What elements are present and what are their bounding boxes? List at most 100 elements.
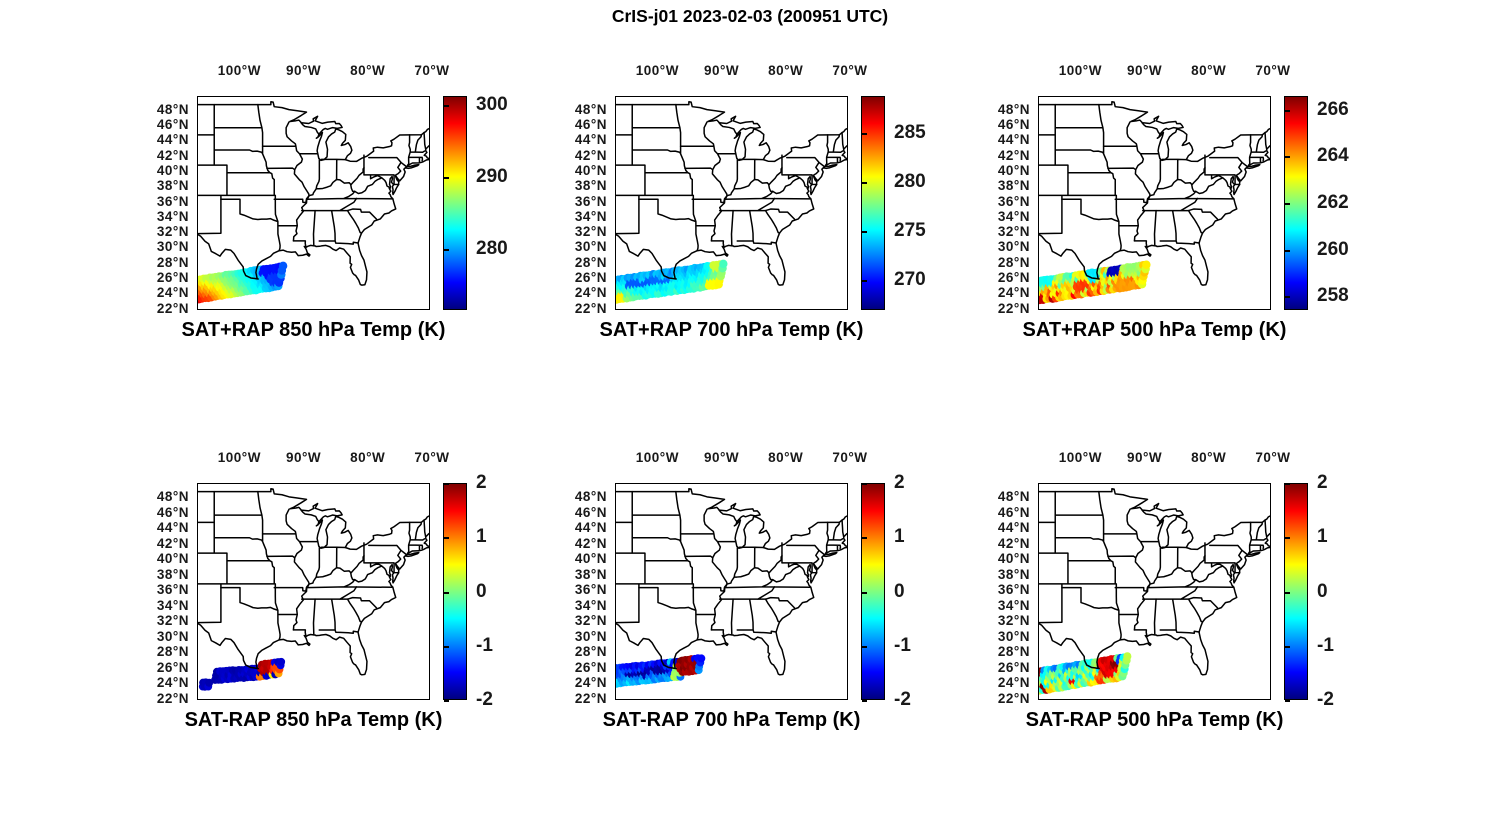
colorbar-tick-label: 264 bbox=[1317, 145, 1349, 167]
lat-tick-label: 40°N bbox=[997, 162, 1030, 178]
colorbar-tick-label: 285 bbox=[894, 122, 926, 144]
lon-tick-label: 90°W bbox=[703, 450, 740, 465]
map-plot-sat-minus-rap-700 bbox=[615, 483, 848, 700]
lat-tick-label: 24°N bbox=[997, 675, 1030, 690]
lat-tick-label: 40°N bbox=[156, 162, 189, 178]
state-outlines bbox=[198, 489, 429, 675]
lat-tick-label: 30°N bbox=[156, 239, 189, 255]
state-outlines bbox=[616, 102, 847, 285]
sounding-dot bbox=[719, 259, 728, 269]
lat-tick-label: 42°N bbox=[997, 147, 1030, 163]
colorbar-tick bbox=[1285, 483, 1290, 485]
colorbar-tick-label: -2 bbox=[476, 689, 493, 710]
lat-tick-label: 42°N bbox=[574, 535, 607, 551]
lat-tick-label: 48°N bbox=[574, 101, 607, 117]
lat-tick-label: 46°N bbox=[156, 117, 189, 133]
lon-tick-label: 90°W bbox=[285, 63, 322, 78]
lat-tick-label: 40°N bbox=[156, 551, 189, 566]
colorbar-tick-label: 290 bbox=[476, 166, 508, 188]
lat-tick-label: 28°N bbox=[997, 254, 1030, 270]
lat-tick-label: 28°N bbox=[156, 254, 189, 270]
map-plot-sat-plus-rap-700 bbox=[615, 96, 848, 310]
lat-tick-label: 48°N bbox=[156, 101, 189, 117]
lat-tick-label: 40°N bbox=[997, 551, 1030, 566]
colorbar-tick bbox=[862, 181, 867, 184]
panel-sat-minus-rap-700: 100°W 90°W 80°W 70°W 48°N 46°N 44°N 42°N 40°N 38°… bbox=[575, 450, 911, 731]
lat-tick-label: 24°N bbox=[997, 285, 1030, 301]
panel-sat-minus-rap-500: 100°W 90°W 80°W 70°W 48°N 46°N 44°N 42°N 40°N 38°… bbox=[998, 450, 1334, 731]
lat-tick-label: 38°N bbox=[997, 178, 1030, 194]
sounding-dot bbox=[697, 654, 706, 663]
colorbar-tick bbox=[862, 279, 867, 282]
lat-tick-label: 22°N bbox=[997, 690, 1030, 706]
sounding-dot bbox=[1142, 260, 1151, 270]
lat-tick-label: 30°N bbox=[156, 628, 189, 644]
swath-dots bbox=[198, 657, 286, 691]
colorbar-tick-label: 275 bbox=[894, 219, 926, 241]
panel-title-sat-plus-rap-500: SAT+RAP 500 hPa Temp (K) bbox=[1022, 319, 1287, 341]
lat-tick-label: 28°N bbox=[574, 644, 607, 659]
lat-tick-label: 36°N bbox=[156, 193, 189, 209]
colorbar-tick bbox=[1285, 156, 1290, 159]
colorbar-tick bbox=[444, 537, 449, 540]
colorbar-tick-label: 258 bbox=[1317, 285, 1349, 307]
lon-tick-label: 100°W bbox=[217, 450, 261, 465]
lat-tick-label: 30°N bbox=[997, 239, 1030, 255]
colorbar-tick-label: 270 bbox=[894, 268, 926, 290]
lat-tick-label: 44°N bbox=[156, 132, 189, 148]
panel-title-sat-plus-rap-700: SAT+RAP 700 hPa Temp (K) bbox=[599, 319, 864, 341]
lon-tick-label: 90°W bbox=[703, 63, 740, 78]
lat-tick-label: 38°N bbox=[156, 566, 189, 582]
lon-tick-label: 70°W bbox=[1255, 63, 1291, 78]
lon-tick-label: 80°W bbox=[768, 450, 804, 465]
lat-tick-label: 26°N bbox=[574, 659, 607, 675]
lat-tick-label: 40°N bbox=[574, 162, 607, 178]
map-plot-sat-plus-rap-500 bbox=[1038, 96, 1271, 310]
lat-tick-label: 42°N bbox=[156, 147, 189, 163]
colorbar-tick bbox=[862, 133, 867, 136]
colorbar-tick-label: 260 bbox=[1317, 238, 1349, 260]
colorbar-tick bbox=[862, 537, 867, 540]
lat-tick-label: 46°N bbox=[997, 504, 1030, 520]
lat-tick-label: 24°N bbox=[156, 285, 189, 301]
lon-tick-label: 90°W bbox=[1126, 450, 1163, 465]
lat-tick-label: 44°N bbox=[997, 520, 1030, 535]
state-outlines bbox=[1039, 102, 1270, 285]
colorbar-tick bbox=[444, 700, 449, 702]
swath-dots bbox=[1039, 652, 1132, 695]
lat-tick-label: 36°N bbox=[574, 582, 607, 597]
colorbar-tick bbox=[444, 105, 449, 108]
colorbar-tick-label: 262 bbox=[1317, 192, 1349, 213]
lat-tick-label: 32°N bbox=[997, 224, 1030, 240]
sounding-dot bbox=[1123, 652, 1132, 661]
swath-dots bbox=[198, 261, 288, 304]
lat-tick-label: 26°N bbox=[997, 269, 1030, 285]
lat-tick-label: 38°N bbox=[997, 566, 1030, 582]
colorbar-tick bbox=[444, 248, 449, 251]
colorbar-tick bbox=[1285, 591, 1290, 594]
lon-tick-label: 100°W bbox=[635, 63, 679, 78]
lat-tick-label: 22°N bbox=[574, 690, 607, 706]
lon-tick-label: 70°W bbox=[832, 63, 868, 78]
lon-tick-label: 100°W bbox=[635, 450, 679, 465]
colorbar-tick bbox=[444, 177, 449, 180]
lat-tick-label: 24°N bbox=[574, 285, 607, 301]
lat-tick-label: 30°N bbox=[997, 628, 1030, 644]
lat-tick-label: 44°N bbox=[574, 520, 607, 535]
lat-tick-label: 22°N bbox=[156, 300, 189, 316]
lat-tick-label: 32°N bbox=[156, 224, 189, 240]
panel-sat-minus-rap-850: 100°W 90°W 80°W 70°W 48°N 46°N 44°N 42°N 40°N 38°… bbox=[157, 450, 493, 731]
lat-tick-label: 22°N bbox=[574, 300, 607, 316]
lat-tick-label: 24°N bbox=[156, 675, 189, 690]
lon-tick-label: 70°W bbox=[414, 63, 450, 78]
lon-tick-label: 90°W bbox=[285, 450, 322, 465]
lat-tick-label: 28°N bbox=[156, 644, 189, 659]
colorbar-tick-label: 1 bbox=[1317, 526, 1328, 548]
lon-tick-label: 100°W bbox=[1058, 450, 1102, 465]
lat-tick-label: 32°N bbox=[156, 613, 189, 628]
colorbar-tick bbox=[444, 483, 449, 485]
colorbar-tick-label: 2 bbox=[476, 472, 487, 493]
colorbar-tick bbox=[862, 700, 867, 702]
lat-tick-label: 44°N bbox=[997, 132, 1030, 148]
